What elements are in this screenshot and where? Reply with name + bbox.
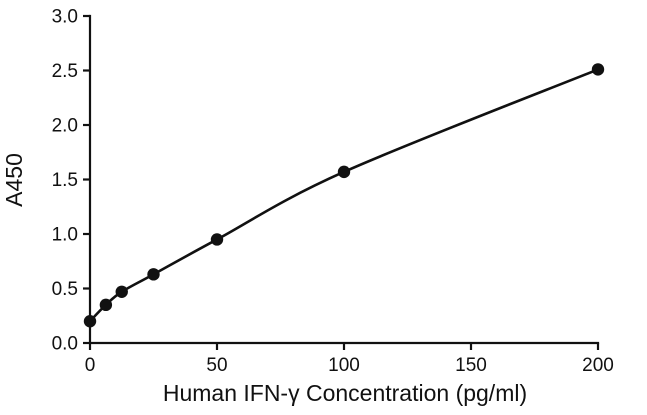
data-point-marker — [83, 315, 97, 328]
y-tick-label: 1.0 — [52, 225, 78, 246]
data-point-marker — [210, 233, 224, 246]
x-axis-label: Human IFN-γ Concentration (pg/ml) — [163, 380, 527, 406]
x-tick-label: 100 — [328, 355, 360, 376]
data-point-marker — [591, 63, 605, 76]
data-point-marker — [99, 298, 113, 312]
plot-area: 0 50 100 150 200 0.0 0.5 1.0 1.5 2.0 2.5 3.0 — [52, 7, 614, 377]
data-point-marker — [337, 165, 351, 179]
y-tick-label: 1.5 — [52, 170, 78, 191]
x-tick-label: 200 — [582, 355, 614, 376]
x-tick-label: 0 — [85, 355, 96, 376]
y-axis-label: A450 — [1, 153, 27, 207]
x-tick-label: 150 — [455, 355, 487, 376]
data-point-marker — [147, 268, 160, 281]
y-tick-label: 0.0 — [52, 334, 78, 355]
y-tick-label: 3.0 — [52, 7, 78, 28]
standard-curve-line — [88, 68, 600, 323]
y-tick-label: 2.0 — [52, 116, 78, 137]
y-tick-label: 2.5 — [52, 61, 78, 82]
data-point-marker — [115, 285, 128, 298]
y-tick-label: 0.5 — [52, 279, 78, 300]
x-tick-label: 50 — [206, 355, 227, 376]
axis-spines — [88, 14, 600, 345]
